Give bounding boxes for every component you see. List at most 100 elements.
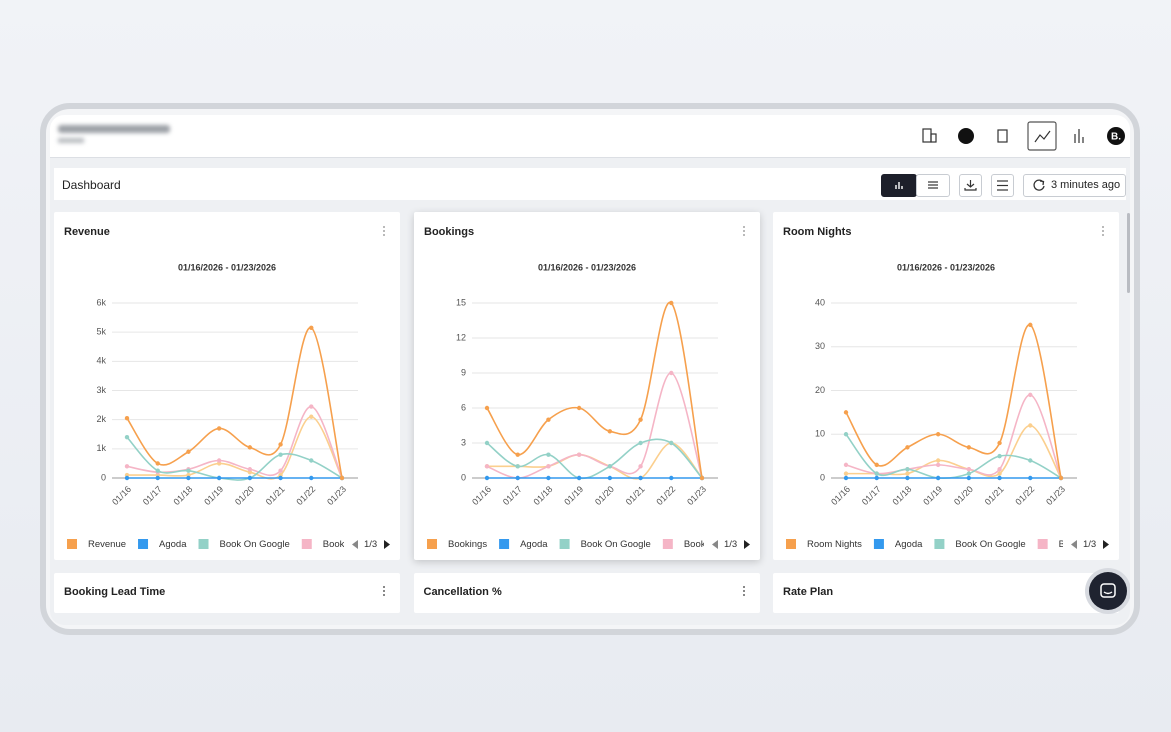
legend-label: Book On Google xyxy=(580,539,650,550)
chart-card: Revenue 01/16/2026 - 01/23/2026 0 1k 2k 3k 4k 5… xyxy=(54,212,400,560)
menu-dot xyxy=(1102,234,1104,236)
chart-title: Revenue xyxy=(64,226,110,238)
legend-next[interactable] xyxy=(743,540,750,549)
data-point xyxy=(997,453,1002,459)
chat-button[interactable] xyxy=(1089,572,1127,610)
lower-card: Booking Lead Time xyxy=(54,573,400,613)
data-point xyxy=(699,475,704,481)
data-point xyxy=(874,475,879,481)
data-point xyxy=(905,475,910,481)
data-point xyxy=(668,370,673,376)
globe-icon[interactable] xyxy=(958,128,974,144)
avatar[interactable] xyxy=(1107,127,1125,145)
x-tick-label: 01/23 xyxy=(325,484,348,507)
data-point xyxy=(966,471,972,476)
data-point xyxy=(124,475,130,481)
data-point xyxy=(484,464,489,469)
header-icons: B. xyxy=(922,121,1125,151)
data-point xyxy=(278,468,283,473)
menu-dot xyxy=(742,230,745,232)
data-point xyxy=(278,475,283,481)
card-title: Booking Lead Time xyxy=(64,586,166,598)
legend-next[interactable] xyxy=(1103,540,1109,549)
data-point xyxy=(247,467,253,472)
data-point xyxy=(874,462,879,468)
legend-label: Bookings xyxy=(448,539,487,550)
y-tick-label: 12 xyxy=(455,332,465,342)
y-tick-label: 30 xyxy=(815,341,825,351)
data-point xyxy=(1028,423,1033,428)
menu-dot xyxy=(742,226,745,228)
x-tick-label: 01/21 xyxy=(983,484,1006,507)
legend: Bookings Agoda Book On Google Bookir xyxy=(426,539,704,550)
x-tick-label: 01/19 xyxy=(202,484,225,507)
x-tick-label: 01/18 xyxy=(891,484,914,507)
x-tick-label: 01/20 xyxy=(952,484,975,507)
data-point xyxy=(935,458,941,463)
legend-page: 1/3 xyxy=(724,539,737,550)
filter-button[interactable] xyxy=(991,174,1014,197)
menu-dot xyxy=(383,230,385,232)
data-point xyxy=(484,475,489,481)
data-point xyxy=(843,475,849,481)
analytics-button[interactable] xyxy=(1027,121,1057,151)
data-point xyxy=(843,410,849,415)
legend-swatch xyxy=(301,539,312,549)
data-point xyxy=(637,440,643,446)
series-line xyxy=(845,424,1062,479)
x-tick-label: 01/18 xyxy=(531,484,554,507)
data-point xyxy=(339,475,345,481)
data-point xyxy=(309,404,314,409)
list-view-button[interactable] xyxy=(916,174,950,197)
data-point xyxy=(515,475,520,481)
chart-view-button[interactable] xyxy=(881,174,917,197)
data-point xyxy=(1028,458,1033,463)
data-point xyxy=(278,452,283,457)
x-tick-label: 01/17 xyxy=(860,484,883,507)
data-point xyxy=(124,434,130,440)
legend-label: Room Nights xyxy=(807,539,862,550)
refresh-button[interactable]: 3 minutes ago xyxy=(1023,174,1126,197)
data-point xyxy=(186,468,191,473)
y-tick-label: 6 xyxy=(460,402,465,412)
y-tick-label: 40 xyxy=(815,297,825,307)
data-point xyxy=(966,467,972,472)
data-point xyxy=(484,405,489,411)
series-line xyxy=(486,372,703,479)
x-tick-label: 01/18 xyxy=(172,484,195,507)
data-point xyxy=(668,475,673,481)
property-icon-part xyxy=(930,133,937,143)
x-tick-label: 01/20 xyxy=(233,484,256,507)
chart: Revenue 01/16/2026 - 01/23/2026 0 1k 2k 3k 4k 5… xyxy=(64,226,390,550)
y-tick-label: 3k xyxy=(96,385,106,395)
legend-swatch xyxy=(426,539,437,549)
avatar-initial: B. xyxy=(1111,132,1121,143)
data-point xyxy=(247,445,253,450)
y-tick-label: 0 xyxy=(820,472,825,482)
x-tick-label: 01/16 xyxy=(110,484,133,507)
data-point xyxy=(905,471,910,476)
report-icon[interactable] xyxy=(997,129,1008,143)
legend-prev[interactable] xyxy=(352,540,358,549)
data-point xyxy=(935,475,941,481)
data-point xyxy=(997,475,1002,481)
legend-label: Bo xyxy=(1059,539,1071,550)
data-point xyxy=(576,405,581,411)
legend-label: Bookin xyxy=(323,539,352,550)
y-tick-label: 6k xyxy=(96,297,106,307)
property-icon[interactable] xyxy=(922,128,932,143)
legend-label: Book On Google xyxy=(955,539,1025,550)
data-point xyxy=(545,417,551,422)
data-point xyxy=(997,467,1002,472)
data-point xyxy=(935,432,941,437)
chart-title: Bookings xyxy=(424,226,474,238)
data-point xyxy=(309,414,314,419)
hotel-sub-blurred xyxy=(58,138,84,143)
download-button[interactable] xyxy=(959,174,982,197)
legend-prev[interactable] xyxy=(711,540,718,549)
legend-page: 1/3 xyxy=(364,539,377,550)
legend-prev[interactable] xyxy=(1071,540,1077,549)
y-tick-label: 0 xyxy=(460,472,465,482)
y-tick-label: 0 xyxy=(101,472,106,482)
legend-next[interactable] xyxy=(384,540,390,549)
